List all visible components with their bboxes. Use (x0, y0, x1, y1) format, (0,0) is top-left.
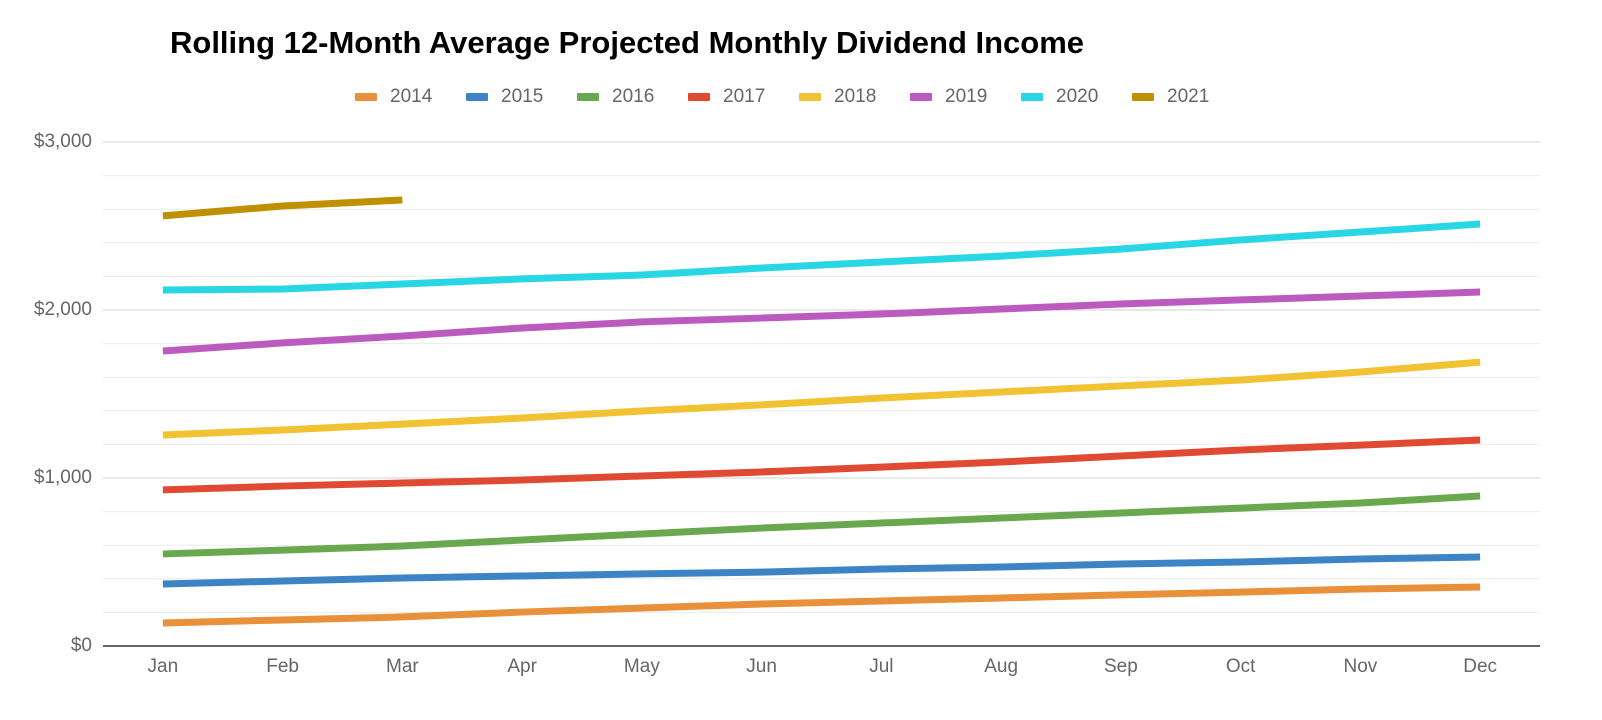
series-line (162, 492, 1481, 558)
series-line (162, 436, 1481, 494)
x-tick-label: Jul (869, 656, 893, 677)
series-line (162, 583, 1481, 627)
x-tick-label: Aug (984, 656, 1018, 677)
x-tick-label: Sep (1104, 656, 1138, 677)
x-tick-label: Jan (148, 656, 179, 677)
series-line (162, 553, 1481, 588)
y-tick-label: $3,000 (34, 131, 92, 152)
x-tick-label: Nov (1343, 656, 1377, 677)
x-tick-label: May (624, 656, 660, 677)
series-line (162, 288, 1481, 355)
x-tick-label: Oct (1226, 656, 1256, 677)
x-tick-label: Jun (746, 656, 777, 677)
legend-swatch (688, 93, 710, 101)
legend-swatch (799, 93, 821, 101)
series-line (162, 196, 403, 220)
legend-swatch (1021, 93, 1043, 101)
series-line (162, 358, 1481, 439)
chart-title: Rolling 12-Month Average Projected Month… (170, 25, 1084, 60)
x-tick-label: Mar (386, 656, 419, 677)
legend-label: 2014 (390, 86, 433, 107)
legend-label: 2016 (612, 86, 654, 107)
legend-swatch (910, 93, 932, 101)
legend-label: 2018 (834, 86, 876, 107)
y-tick-label: $2,000 (34, 299, 92, 320)
legend-swatch (466, 93, 488, 101)
legend-label: 2019 (945, 86, 987, 107)
legend-label: 2015 (501, 86, 543, 107)
legend-label: 2021 (1167, 86, 1209, 107)
legend-label: 2020 (1056, 86, 1098, 107)
x-tick-label: Apr (507, 656, 537, 677)
legend-swatch (577, 93, 599, 101)
series-line (162, 220, 1481, 294)
x-tick-label: Dec (1463, 656, 1497, 677)
y-tick-label: $0 (71, 635, 92, 656)
legend-swatch (355, 93, 377, 101)
legend-swatch (1132, 93, 1154, 101)
x-tick-label: Feb (266, 656, 299, 677)
legend-label: 2017 (723, 86, 765, 107)
y-tick-label: $1,000 (34, 467, 92, 488)
